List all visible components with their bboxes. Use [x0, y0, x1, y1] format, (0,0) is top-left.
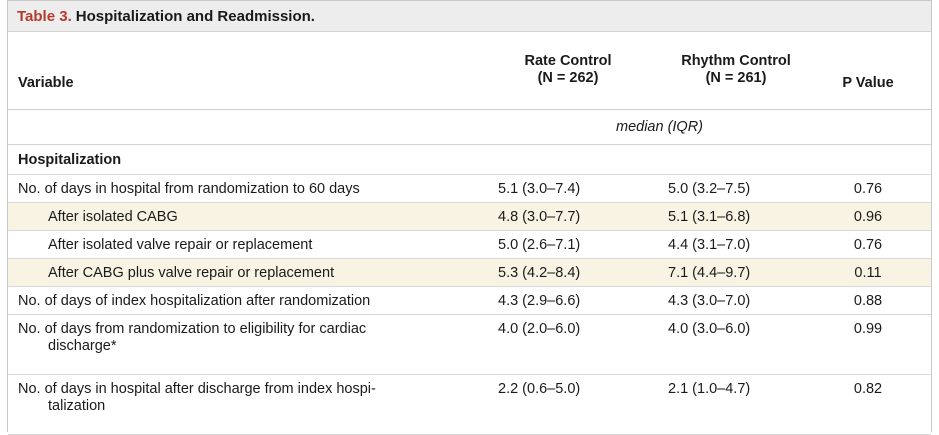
- row-label: No. of days in hospital after discharge …: [18, 381, 468, 415]
- table-row: After isolated CABG 4.8 (3.0–7.7) 5.1 (3…: [8, 203, 931, 231]
- column-header: Variable Rate Control (N = 262) Rhythm C…: [8, 32, 931, 110]
- row-label-line1: No. of days in hospital after discharge …: [18, 381, 376, 397]
- rate-value: 4.8 (3.0–7.7): [498, 209, 581, 225]
- p-value: 0.96: [853, 209, 883, 225]
- table-row: No. of days in hospital after discharge …: [8, 375, 931, 435]
- p-value: 0.76: [853, 181, 883, 197]
- rate-value: 5.0 (2.6–7.1): [498, 237, 581, 253]
- p-value: 0.99: [853, 321, 883, 337]
- header-rate-n: (N = 262): [537, 70, 599, 86]
- header-rhythm-control: Rhythm Control (N = 261): [636, 53, 836, 87]
- table-title: Table 3. Hospitalization and Readmission…: [8, 0, 931, 32]
- units-row: median (IQR): [8, 110, 931, 145]
- rhythm-value: 5.0 (3.2–7.5): [668, 181, 751, 197]
- p-value: 0.11: [854, 265, 882, 281]
- row-label: After isolated valve repair or replaceme…: [48, 237, 313, 253]
- header-rate-title: Rate Control: [524, 53, 612, 69]
- rate-value: 5.1 (3.0–7.4): [498, 181, 581, 197]
- row-label: No. of days in hospital from randomizati…: [18, 181, 360, 197]
- table-title-text: Hospitalization and Readmission.: [75, 7, 315, 25]
- header-rate-control: Rate Control (N = 262): [478, 53, 658, 87]
- p-value: 0.82: [853, 381, 883, 397]
- table-row: After isolated valve repair or replaceme…: [8, 231, 931, 259]
- table-row: No. of days in hospital from randomizati…: [8, 175, 931, 203]
- row-label-line1: No. of days from randomization to eligib…: [18, 321, 367, 337]
- rhythm-value: 4.4 (3.1–7.0): [668, 237, 751, 253]
- rate-value: 5.3 (4.2–8.4): [498, 265, 581, 281]
- table-row: No. of days from randomization to eligib…: [8, 315, 931, 375]
- rhythm-value: 5.1 (3.1–6.8): [668, 209, 751, 225]
- rate-value: 4.0 (2.0–6.0): [498, 321, 581, 337]
- rate-value: 4.3 (2.9–6.6): [498, 293, 581, 309]
- section-label: Hospitalization: [18, 152, 122, 168]
- p-value: 0.76: [853, 237, 883, 253]
- row-label: No. of days of index hospitalization aft…: [18, 293, 371, 309]
- table-frame: Table 3. Hospitalization and Readmission…: [7, 0, 932, 435]
- table-row: After CABG plus valve repair or replacem…: [8, 259, 931, 287]
- row-label: After CABG plus valve repair or replacem…: [48, 265, 335, 281]
- p-value: 0.88: [853, 293, 883, 309]
- rhythm-value: 7.1 (4.4–9.7): [668, 265, 751, 281]
- rhythm-value: 4.3 (3.0–7.0): [668, 293, 751, 309]
- rate-value: 2.2 (0.6–5.0): [498, 381, 581, 397]
- table-row: No. of days of index hospitalization aft…: [8, 287, 931, 315]
- row-label-line2: talization: [48, 398, 106, 414]
- row-label-line2: discharge*: [48, 338, 117, 354]
- rhythm-value: 4.0 (3.0–6.0): [668, 321, 751, 337]
- header-rhythm-title: Rhythm Control: [681, 53, 791, 69]
- row-label: After isolated CABG: [48, 209, 178, 225]
- header-p-value: P Value: [842, 75, 894, 91]
- row-label: No. of days from randomization to eligib…: [18, 321, 468, 355]
- table-number: Table 3.: [17, 7, 72, 25]
- header-rhythm-n: (N = 261): [705, 70, 767, 86]
- rhythm-value: 2.1 (1.0–4.7): [668, 381, 751, 397]
- header-variable: Variable: [18, 75, 74, 91]
- section-row: Hospitalization: [8, 145, 931, 175]
